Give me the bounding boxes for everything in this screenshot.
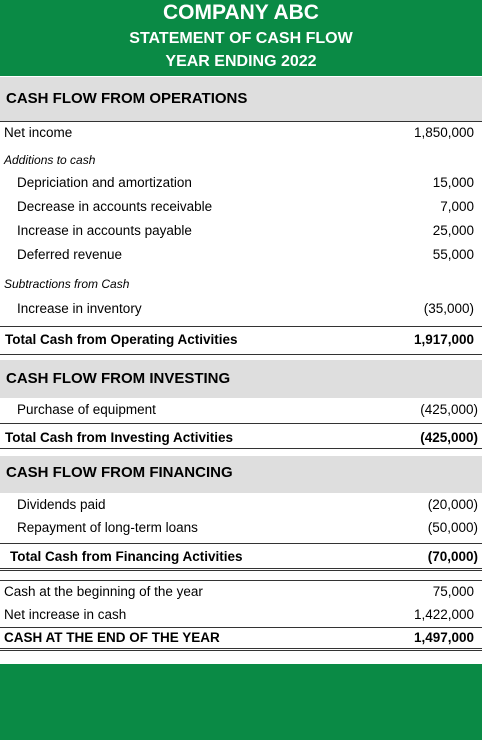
section-heading: CASH FLOW FROM INVESTING xyxy=(6,370,231,387)
line-label: Purchase of equipment xyxy=(17,402,156,417)
subheading: Additions to cash xyxy=(4,153,96,167)
line-amount: (425,000) xyxy=(420,402,478,417)
line-amount: 25,000 xyxy=(432,223,474,238)
line-amount: (50,000) xyxy=(427,520,478,535)
total-label: Total Cash from Operating Activities xyxy=(5,332,238,347)
line-label: Deferred revenue xyxy=(17,247,123,262)
section-band xyxy=(0,77,482,121)
rule xyxy=(0,568,482,571)
total-label: Total Cash from Investing Activities xyxy=(5,430,234,445)
line-label: Net income xyxy=(4,125,73,140)
total-label: Total Cash from Financing Activities xyxy=(10,549,243,564)
line-label: Depriciation and amortization xyxy=(17,175,192,190)
rule xyxy=(0,121,482,122)
section-band xyxy=(0,360,482,398)
line-label: Increase in inventory xyxy=(17,301,142,316)
rule xyxy=(0,354,482,355)
rule xyxy=(0,648,482,651)
header-band xyxy=(0,0,482,76)
line-label: Decrease in accounts receivable xyxy=(17,199,213,214)
section-heading: CASH FLOW FROM OPERATIONS xyxy=(6,90,248,107)
total-amount: (425,000) xyxy=(420,430,478,445)
line-amount: 1,422,000 xyxy=(413,607,474,622)
line-amount: 1,850,000 xyxy=(413,125,474,140)
total-amount: 1,917,000 xyxy=(413,332,474,347)
total-label: CASH AT THE END OF THE YEAR xyxy=(4,630,220,645)
company-name: COMPANY ABC xyxy=(163,1,319,24)
statement-period: YEAR ENDING 2022 xyxy=(165,53,317,70)
line-amount: 55,000 xyxy=(432,247,474,262)
line-label: Repayment of long-term loans xyxy=(17,520,198,535)
section-band xyxy=(0,456,482,493)
rule xyxy=(0,448,482,449)
rule xyxy=(0,326,482,327)
rule xyxy=(0,543,482,544)
subheading: Subtractions from Cash xyxy=(4,277,130,291)
rule xyxy=(0,423,482,424)
section-heading: CASH FLOW FROM FINANCING xyxy=(6,464,233,481)
line-label: Increase in accounts payable xyxy=(17,223,192,238)
line-label: Net increase in cash xyxy=(4,607,127,622)
total-amount: (70,000) xyxy=(427,549,478,564)
line-amount: 15,000 xyxy=(432,175,474,190)
total-amount: 1,497,000 xyxy=(413,630,474,645)
line-amount: (20,000) xyxy=(427,497,478,512)
footer-band xyxy=(0,664,482,740)
line-amount: 75,000 xyxy=(432,584,474,599)
line-amount: 7,000 xyxy=(440,199,474,214)
statement-title: STATEMENT OF CASH FLOW xyxy=(129,30,353,47)
line-label: Dividends paid xyxy=(17,497,106,512)
line-label: Cash at the beginning of the year xyxy=(4,584,203,599)
rule xyxy=(0,580,482,581)
line-amount: (35,000) xyxy=(423,301,474,316)
rule xyxy=(0,627,482,628)
